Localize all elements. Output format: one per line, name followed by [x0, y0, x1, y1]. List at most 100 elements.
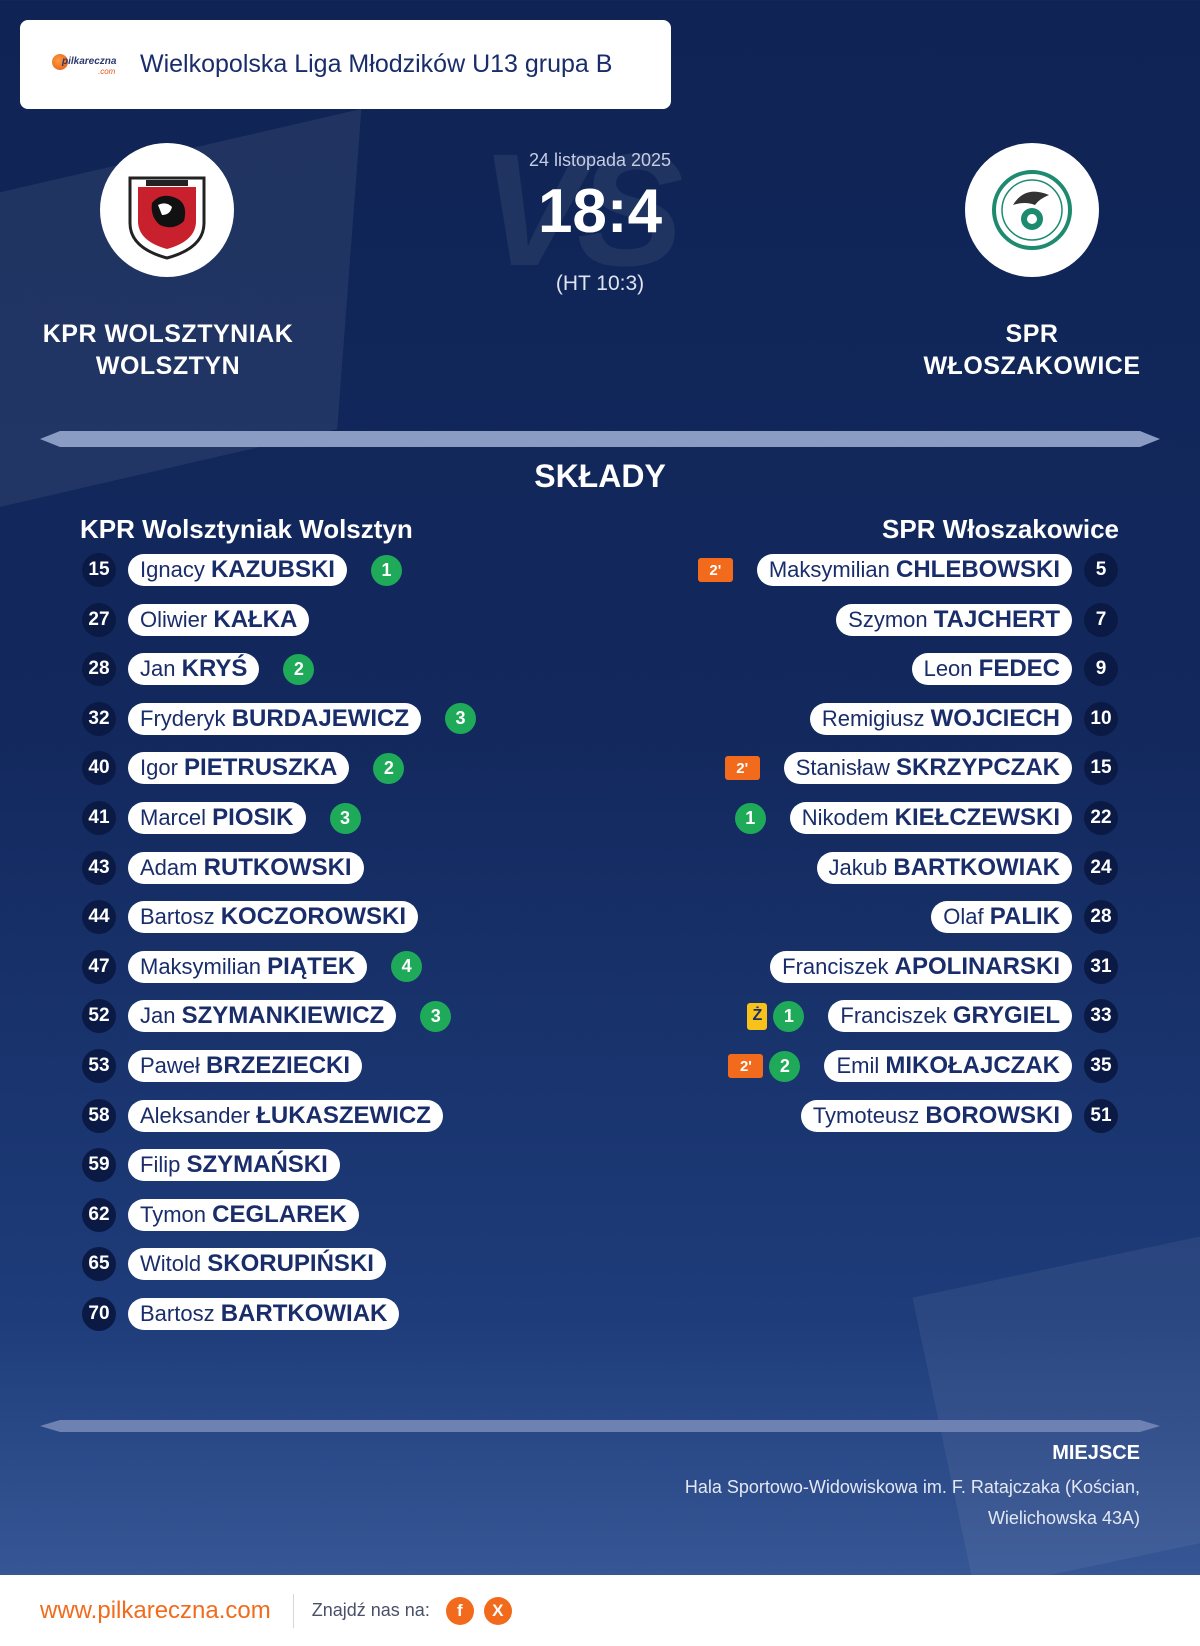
away-team-crest: [965, 143, 1099, 277]
player-row[interactable]: 5 Maksymilian CHLEBOWSKI 2': [697, 550, 1118, 590]
home-team-name-line2: WOLSZTYN: [95, 352, 241, 380]
player-row[interactable]: 51 Tymoteusz BOROWSKI: [800, 1096, 1118, 1136]
player-name[interactable]: Maksymilian PIĄTEK: [128, 950, 368, 983]
website-link[interactable]: www.pilkareczna.com: [40, 1596, 271, 1624]
player-last-name: SKRZYPCZAK: [895, 754, 1060, 782]
player-events: 2': [724, 756, 760, 781]
jersey-number: 7: [1084, 602, 1118, 637]
player-last-name: BRZEZIECKI: [206, 1052, 351, 1079]
player-first-name: Witold: [140, 1251, 202, 1277]
player-name[interactable]: Witold SKORUPIŃSKI: [128, 1248, 386, 1281]
jersey-number: 15: [1084, 751, 1118, 786]
player-first-name: Adam: [140, 854, 198, 880]
player-name[interactable]: Oliwier KAŁKA: [128, 603, 310, 636]
player-name[interactable]: Jan KRYŚ: [128, 653, 260, 686]
player-name[interactable]: Maksymilian CHLEBOWSKI: [756, 554, 1072, 586]
player-name[interactable]: Paweł BRZEZIECKI: [128, 1050, 363, 1082]
player-last-name: KIEŁCZEWSKI: [894, 804, 1060, 831]
venue-address: Hala Sportowo-Widowiskowa im. F. Ratajcz…: [640, 1472, 1140, 1534]
jersey-number: 22: [1084, 801, 1118, 835]
site-logo[interactable]: pilkareczna .com: [50, 50, 122, 80]
player-name[interactable]: Olaf PALIK: [931, 901, 1072, 934]
player-row[interactable]: 58 Aleksander ŁUKASZEWICZ: [82, 1096, 443, 1136]
player-events: 3: [445, 703, 477, 735]
player-name[interactable]: Jakub BARTKOWIAK: [816, 851, 1072, 884]
player-row[interactable]: 47 Maksymilian PIĄTEK 4: [82, 947, 423, 987]
player-row[interactable]: 52 Jan SZYMANKIEWICZ 3: [82, 996, 452, 1036]
goals-badge: 1: [773, 1000, 805, 1032]
away-lineup-team-name: SPR Włoszakowice: [882, 514, 1119, 544]
player-row[interactable]: 33 Franciszek GRYGIEL 1 Ż: [747, 996, 1118, 1036]
league-title: Wielkopolska Liga Młodzików U13 grupa B: [140, 50, 613, 78]
player-name[interactable]: Szymon TAJCHERT: [836, 603, 1072, 636]
player-first-name: Maksymilian: [140, 953, 262, 979]
goals-badge: 3: [420, 1000, 452, 1032]
player-events: 2': [697, 558, 733, 582]
player-row[interactable]: 28 Jan KRYŚ 2: [82, 649, 315, 689]
player-row[interactable]: 15 Stanisław SKRZYPCZAK 2': [724, 748, 1118, 788]
player-name[interactable]: Marcel PIOSIK: [128, 802, 306, 834]
player-row[interactable]: 35 Emil MIKOŁAJCZAK 2 2': [728, 1046, 1118, 1086]
jersey-number: 33: [1084, 999, 1118, 1034]
player-row[interactable]: 15 Ignacy KAZUBSKI 1: [82, 550, 402, 590]
player-name[interactable]: Nikodem KIEŁCZEWSKI: [789, 802, 1072, 834]
player-row[interactable]: 70 Bartosz BARTKOWIAK: [82, 1294, 400, 1334]
vs-watermark: VS: [480, 120, 683, 299]
suspension-badge: 2': [724, 756, 760, 781]
player-row[interactable]: 62 Tymon CEGLAREK: [82, 1195, 359, 1235]
player-row[interactable]: 41 Marcel PIOSIK 3: [82, 798, 361, 838]
player-first-name: Jakub: [828, 854, 888, 880]
player-first-name: Franciszek: [840, 1003, 947, 1029]
x-icon[interactable]: X: [483, 1596, 512, 1625]
player-first-name: Tymon: [140, 1201, 207, 1227]
player-row[interactable]: 40 Igor PIETRUSZKA 2: [82, 748, 405, 788]
player-name[interactable]: Jan SZYMANKIEWICZ: [128, 1000, 397, 1033]
goals-badge: 2: [373, 752, 405, 784]
player-name[interactable]: Stanisław SKRZYPCZAK: [783, 752, 1072, 785]
player-name[interactable]: Fryderyk BURDAJEWICZ: [128, 702, 422, 735]
player-last-name: CEGLAREK: [212, 1200, 347, 1228]
player-name[interactable]: Tymoteusz BOROWSKI: [800, 1099, 1072, 1132]
jersey-number: 44: [82, 900, 116, 935]
player-last-name: PIETRUSZKA: [184, 754, 338, 782]
player-first-name: Emil: [836, 1053, 880, 1078]
player-last-name: MIKOŁAJCZAK: [885, 1052, 1060, 1079]
player-row[interactable]: 7 Szymon TAJCHERT: [836, 600, 1118, 640]
jersey-number: 10: [1084, 701, 1118, 736]
player-name[interactable]: Emil MIKOŁAJCZAK: [824, 1050, 1072, 1082]
player-name[interactable]: Leon FEDEC: [911, 653, 1072, 686]
player-name[interactable]: Bartosz KOCZOROWSKI: [128, 901, 419, 934]
player-name[interactable]: Igor PIETRUSZKA: [128, 752, 350, 785]
player-row[interactable]: 24 Jakub BARTKOWIAK: [816, 848, 1118, 888]
player-row[interactable]: 32 Fryderyk BURDAJEWICZ 3: [82, 699, 477, 739]
player-row[interactable]: 28 Olaf PALIK: [931, 897, 1118, 937]
player-first-name: Oliwier: [140, 606, 208, 632]
player-row[interactable]: 22 Nikodem KIEŁCZEWSKI 1: [734, 798, 1118, 838]
player-row[interactable]: 65 Witold SKORUPIŃSKI: [82, 1244, 386, 1284]
player-name[interactable]: Adam RUTKOWSKI: [128, 851, 364, 884]
player-name[interactable]: Remigiusz WOJCIECH: [809, 702, 1072, 735]
player-events: 3: [420, 1000, 452, 1032]
player-row[interactable]: 59 Filip SZYMAŃSKI: [82, 1145, 340, 1185]
player-row[interactable]: 53 Paweł BRZEZIECKI: [82, 1046, 363, 1086]
player-name[interactable]: Filip SZYMAŃSKI: [128, 1149, 340, 1182]
player-row[interactable]: 31 Franciszek APOLINARSKI: [770, 947, 1118, 987]
player-row[interactable]: 10 Remigiusz WOJCIECH: [809, 699, 1118, 739]
player-name[interactable]: Aleksander ŁUKASZEWICZ: [128, 1099, 443, 1132]
player-row[interactable]: 44 Bartosz KOCZOROWSKI: [82, 897, 419, 937]
player-first-name: Maksymilian: [768, 557, 890, 582]
jersey-number: 51: [1084, 1098, 1118, 1133]
player-first-name: Szymon: [848, 606, 928, 632]
player-name[interactable]: Franciszek GRYGIEL: [828, 1000, 1072, 1033]
facebook-icon[interactable]: f: [445, 1596, 474, 1625]
jersey-number: 27: [82, 602, 116, 637]
player-name[interactable]: Bartosz BARTKOWIAK: [128, 1298, 400, 1330]
player-row[interactable]: 27 Oliwier KAŁKA: [82, 600, 310, 640]
player-name[interactable]: Tymon CEGLAREK: [128, 1198, 359, 1231]
player-row[interactable]: 43 Adam RUTKOWSKI: [82, 848, 364, 888]
home-team-name-line1: KPR WOLSZTYNIAK: [42, 320, 294, 348]
player-name[interactable]: Franciszek APOLINARSKI: [770, 950, 1072, 983]
player-row[interactable]: 9 Leon FEDEC: [911, 649, 1118, 689]
player-last-name: GRYGIEL: [952, 1002, 1060, 1030]
player-name[interactable]: Ignacy KAZUBSKI: [128, 554, 347, 586]
